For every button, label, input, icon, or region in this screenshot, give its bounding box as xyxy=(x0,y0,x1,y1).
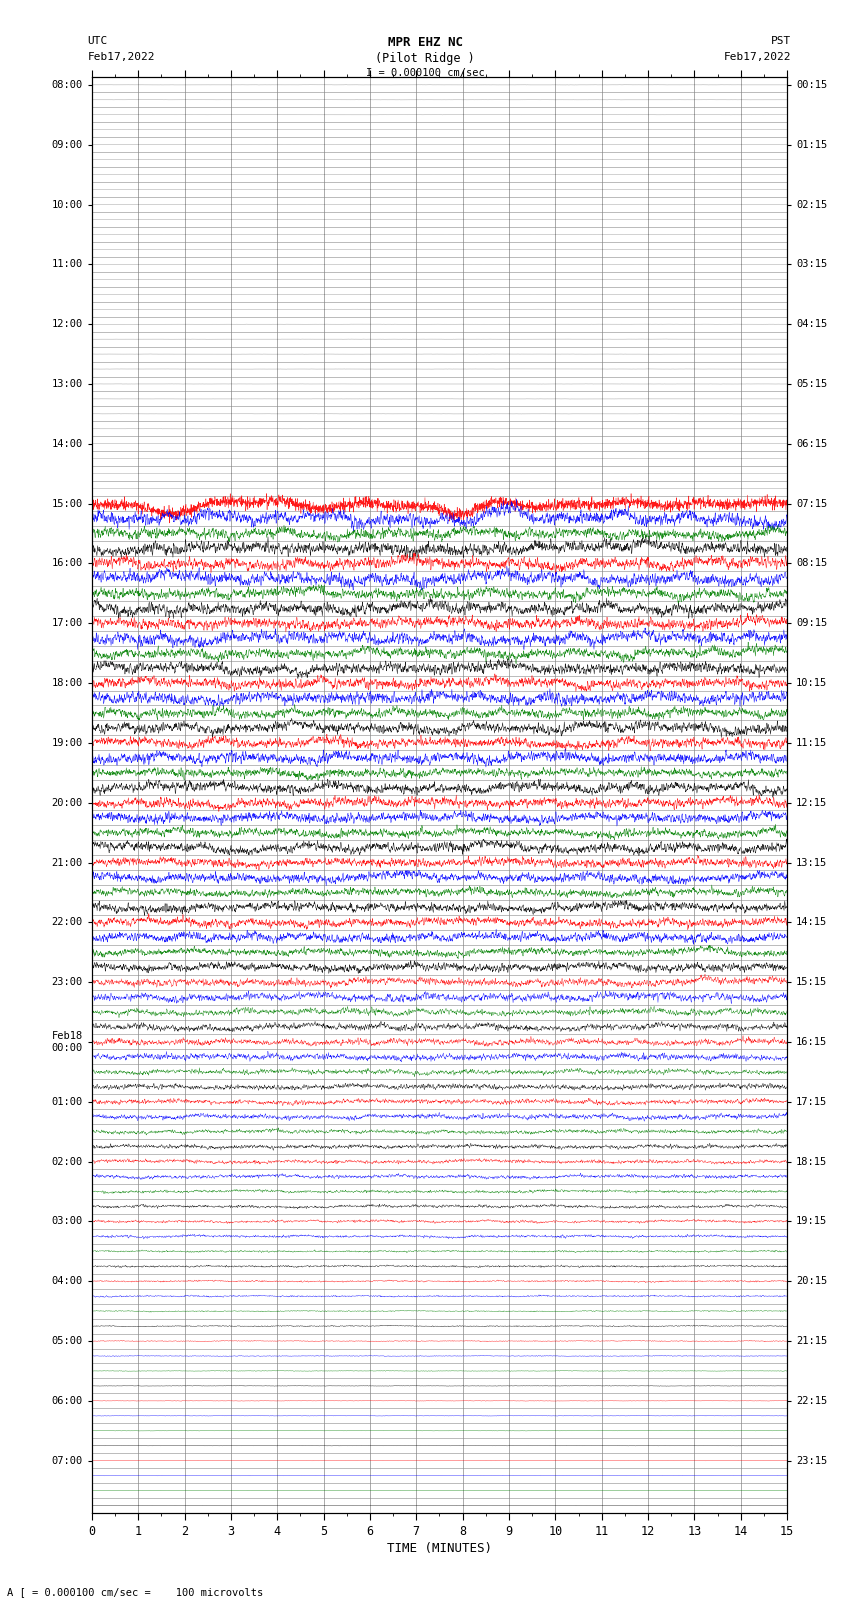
Text: A [ = 0.000100 cm/sec =    100 microvolts: A [ = 0.000100 cm/sec = 100 microvolts xyxy=(7,1587,263,1597)
Text: (Pilot Ridge ): (Pilot Ridge ) xyxy=(375,52,475,66)
Text: MPR EHZ NC: MPR EHZ NC xyxy=(388,37,462,50)
Text: Feb17,2022: Feb17,2022 xyxy=(88,52,155,63)
Text: I = 0.000100 cm/sec: I = 0.000100 cm/sec xyxy=(366,68,484,77)
X-axis label: TIME (MINUTES): TIME (MINUTES) xyxy=(387,1542,492,1555)
Text: PST: PST xyxy=(771,37,791,47)
Text: Feb17,2022: Feb17,2022 xyxy=(724,52,791,63)
Text: UTC: UTC xyxy=(88,37,108,47)
